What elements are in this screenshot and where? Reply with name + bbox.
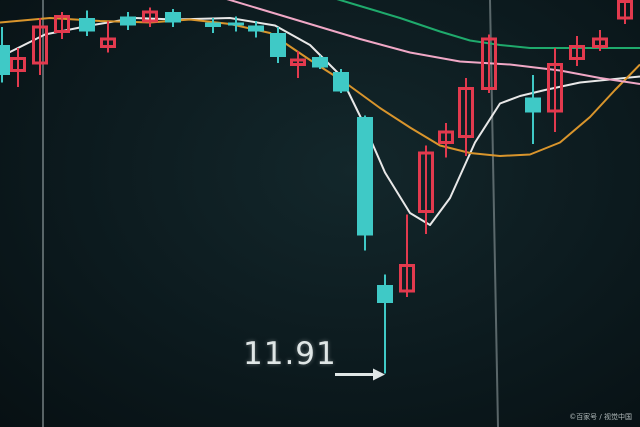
candle-body <box>418 151 434 213</box>
arrow-head <box>373 368 385 381</box>
candle-body <box>79 18 95 32</box>
candle-body <box>205 22 221 27</box>
candle-up <box>547 48 563 132</box>
candle-body <box>54 15 70 33</box>
candle-up <box>438 123 454 158</box>
candle-up <box>592 30 608 51</box>
candle-up <box>54 12 70 39</box>
candle-up <box>481 34 497 93</box>
candle-up <box>617 0 633 24</box>
candle-up <box>399 214 415 297</box>
candle-down <box>228 16 244 32</box>
candle-body <box>248 25 264 32</box>
candle-body <box>270 33 286 57</box>
candle-down <box>248 21 264 38</box>
candle-down <box>79 10 95 36</box>
candle-body <box>165 12 181 23</box>
candle-body <box>142 10 158 23</box>
candle-up <box>569 36 585 66</box>
candle-body <box>438 130 454 144</box>
low-price-label: 11.91 <box>243 336 337 372</box>
low-arrow-marker <box>335 368 385 381</box>
candle-body <box>312 57 328 68</box>
candle-body <box>525 97 541 113</box>
candle-down <box>205 18 221 33</box>
ma-pink-line <box>226 0 640 85</box>
candle-down <box>333 69 349 93</box>
watermark: ©百家号 / 视觉中国 <box>569 413 632 421</box>
candle-body <box>290 58 306 66</box>
candle-down <box>377 274 393 374</box>
ma-green-line <box>336 0 640 49</box>
candle-body <box>481 37 497 90</box>
ma-white-line <box>0 17 640 226</box>
candle-body <box>357 117 373 236</box>
candle-body <box>120 16 136 26</box>
candle-up <box>458 78 474 156</box>
candle-up <box>100 21 116 53</box>
candle-body <box>592 37 608 48</box>
candle-down <box>270 27 286 63</box>
candle-down <box>312 55 328 69</box>
candle-body <box>228 22 244 26</box>
candle-body <box>569 45 585 60</box>
candle-body <box>377 285 393 303</box>
vertical-guide-line <box>489 0 499 427</box>
candle-body <box>458 87 474 138</box>
candle-body <box>0 45 10 75</box>
candle-body <box>10 57 26 72</box>
candle-up <box>418 145 434 234</box>
candle-up <box>290 51 306 78</box>
candle-body <box>399 264 415 293</box>
candle-body <box>617 0 633 20</box>
candle-body <box>333 72 349 92</box>
moving-average-lines <box>0 0 640 226</box>
candle-down <box>525 75 541 144</box>
vertical-guide-lines <box>42 0 499 427</box>
candle-body <box>32 25 48 65</box>
candle-up <box>10 48 26 87</box>
ma-orange-line <box>0 17 640 157</box>
candle-body <box>100 37 116 48</box>
candle-body <box>547 63 563 113</box>
candles <box>0 0 633 374</box>
candle-down <box>0 27 10 83</box>
candle-down <box>165 9 181 27</box>
candle-up <box>142 7 158 27</box>
candle-up <box>32 18 48 75</box>
candle-down <box>120 12 136 30</box>
candle-down <box>357 115 373 251</box>
